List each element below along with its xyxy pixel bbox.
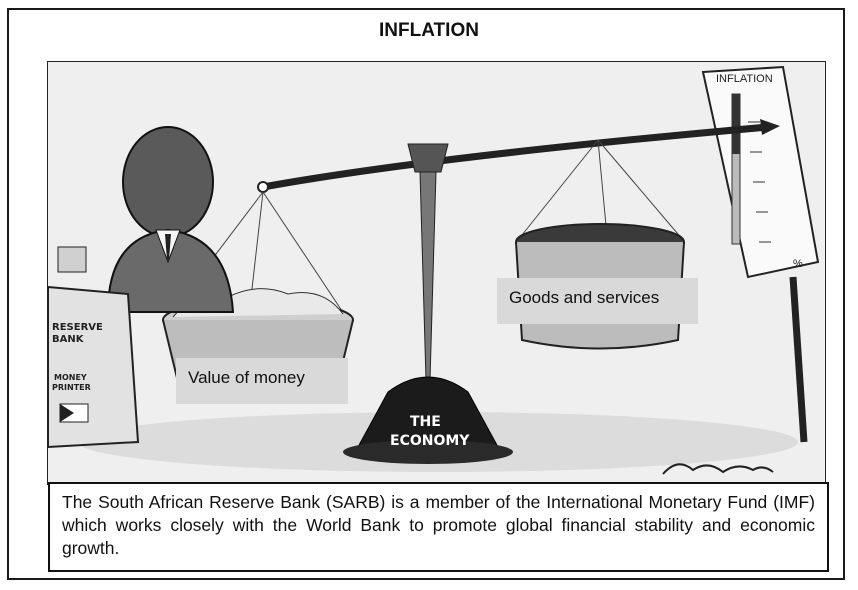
money-printer: RESERVE BANK MONEY PRINTER: [48, 246, 140, 449]
signature: [662, 463, 774, 475]
economy-label-line2: ECONOMY: [390, 433, 470, 449]
banker-figure: [106, 126, 235, 313]
printer-label-line1: RESERVE: [52, 322, 103, 333]
printer-label-line2: BANK: [52, 334, 85, 345]
cartoon-illustration: INFLATION % THE ECONOMY: [47, 61, 826, 485]
worksheet-frame: [7, 8, 845, 580]
caption-text: The South African Reserve Bank (SARB) is…: [48, 482, 829, 572]
value-of-money-label: Value of money: [176, 358, 348, 404]
gauge-unit: %: [793, 258, 803, 270]
cartoon-drawing: INFLATION % THE ECONOMY: [48, 62, 824, 483]
printer-label-line4: PRINTER: [52, 383, 91, 392]
goods-and-services-label: Goods and services: [497, 278, 698, 324]
inflation-gauge: INFLATION %: [701, 65, 820, 443]
economy-label-line1: THE: [410, 414, 441, 430]
printer-label-line3: MONEY: [54, 373, 87, 382]
gauge-label: INFLATION: [716, 73, 773, 85]
scale-stand: THE ECONOMY: [343, 143, 513, 464]
page-title: INFLATION: [379, 20, 479, 41]
